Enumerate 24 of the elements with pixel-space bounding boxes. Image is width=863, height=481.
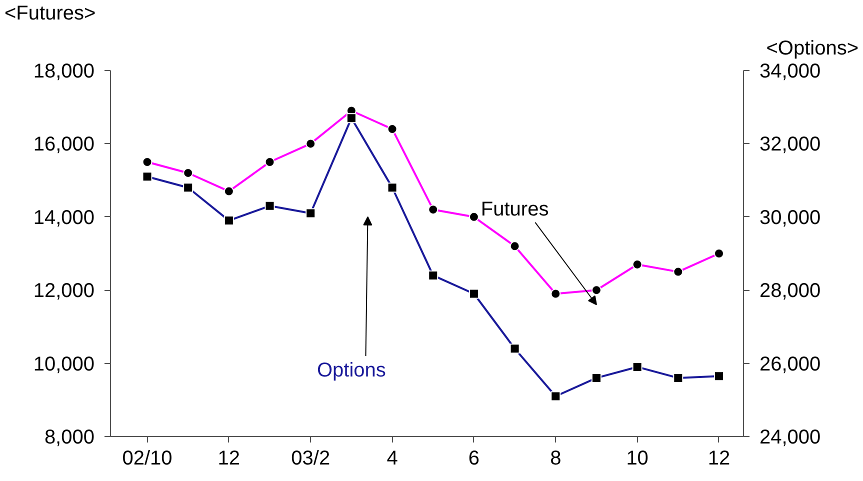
x-tick-label: 03/2: [291, 448, 330, 470]
y-tick-label: 18,000: [33, 60, 94, 82]
x-tick-label: 8: [550, 448, 562, 470]
y-tick-label: 16,000: [33, 134, 94, 156]
text: Options: [316, 360, 386, 382]
series-label: Futures: [480, 198, 549, 221]
y2-tick-label: 28,000: [760, 280, 821, 302]
y-tick-label: 8,000: [44, 426, 95, 448]
y2-tick-label: 26,000: [760, 353, 821, 376]
y-tick-label: 10,000: [33, 353, 94, 376]
x-tick-label: 10: [626, 448, 648, 470]
y2-tick-label: 24,000: [760, 426, 821, 448]
x-tick-label: 02/10: [122, 448, 172, 470]
y-tick-label: 14,000: [33, 206, 94, 229]
y-tick-label: 12,000: [33, 280, 94, 302]
y2-tick-label: 32,000: [760, 134, 821, 156]
x-tick-label: 6: [468, 448, 480, 470]
y-axis-title: <Futures>: [4, 2, 96, 24]
y2-tick-label: 34,000: [760, 60, 821, 82]
x-tick-label: 4: [386, 448, 398, 470]
y2-axis-title: <Options>: [766, 38, 859, 60]
x-tick-label: 12: [708, 448, 730, 470]
x-tick-label: 12: [218, 448, 240, 470]
y2-tick-label: 30,000: [760, 206, 821, 229]
